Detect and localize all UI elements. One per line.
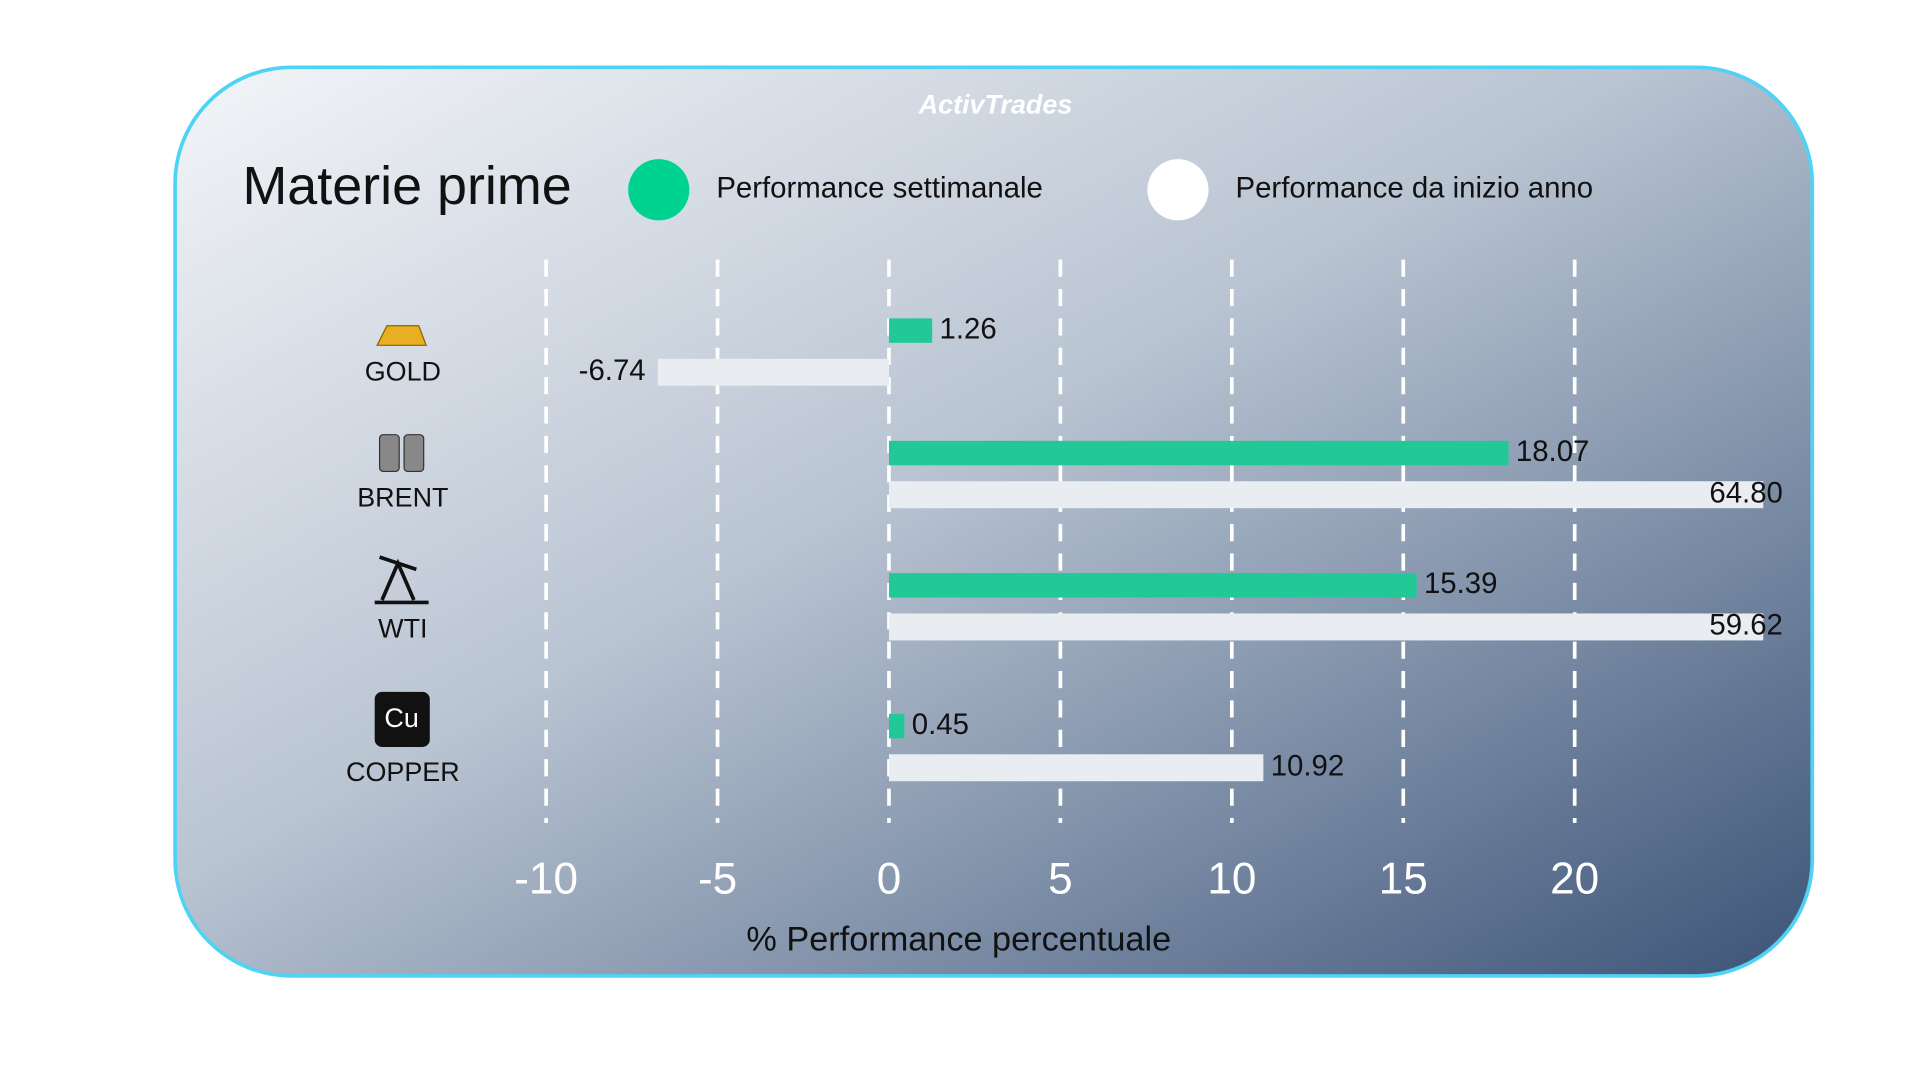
value-label: 64.80: [1709, 476, 1783, 509]
bar: [888, 754, 1264, 782]
x-tick-label: 10: [1207, 854, 1256, 903]
bar: [888, 713, 905, 739]
legend-label: Performance da inizio anno: [1236, 172, 1594, 205]
x-tick-label: -10: [514, 854, 578, 903]
value-label: 10.92: [1271, 750, 1345, 783]
bar: [888, 440, 1509, 466]
brent-icon: [378, 434, 425, 473]
x-tick-label: 0: [877, 854, 902, 903]
bar: [657, 358, 889, 386]
bar: [888, 318, 933, 343]
x-tick-label: 15: [1379, 854, 1428, 903]
legend-label: Performance settimanale: [716, 172, 1043, 205]
value-label: 59.62: [1709, 609, 1783, 642]
value-label: 1.26: [940, 312, 997, 345]
category-label: WTI: [378, 614, 427, 644]
x-tick-label: 5: [1048, 854, 1073, 903]
chart-title: Materie prime: [242, 156, 571, 216]
bar: [888, 481, 1764, 509]
icons: Cu: [374, 325, 430, 747]
category-label: COPPER: [346, 757, 460, 787]
wti-icon: [374, 555, 429, 605]
copper-icon: [374, 691, 430, 747]
value-label: -6.74: [579, 354, 646, 387]
bars: [657, 318, 1764, 782]
legend-swatch: [628, 159, 690, 221]
category-label: GOLD: [365, 357, 441, 387]
gold-icon: [376, 325, 428, 346]
x-tick-label: 20: [1550, 854, 1599, 903]
value-label: 0.45: [912, 708, 969, 741]
bar: [888, 613, 1764, 641]
value-label: 15.39: [1424, 567, 1498, 600]
value-label: 18.07: [1516, 435, 1590, 468]
x-axis-label: % Performance percentuale: [746, 921, 1171, 959]
bar: [888, 573, 1417, 598]
legend-swatch: [1147, 159, 1209, 221]
x-tick-label: -5: [698, 854, 737, 903]
copper-symbol: Cu: [384, 703, 418, 733]
brand: ActivTrades: [918, 90, 1073, 120]
category-label: BRENT: [357, 483, 448, 513]
